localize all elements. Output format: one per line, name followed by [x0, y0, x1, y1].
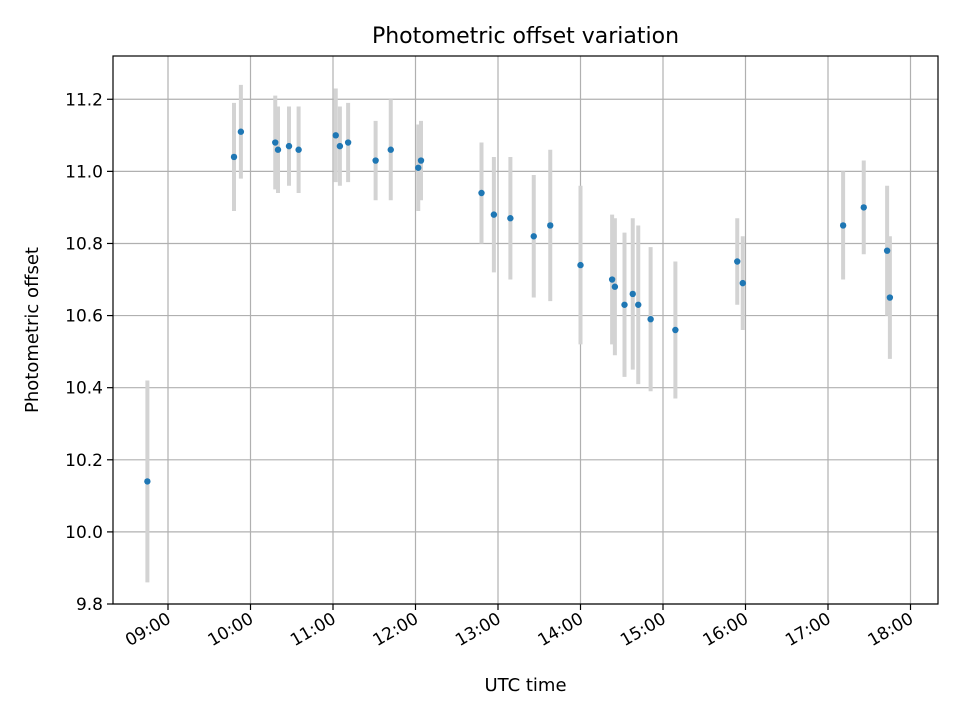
data-point [415, 164, 422, 171]
error-bars [145, 84, 892, 583]
data-point [886, 294, 894, 301]
data-point [547, 222, 554, 229]
y-tick-label: 10.4 [65, 379, 103, 399]
data-point [577, 261, 584, 269]
data-point [629, 290, 636, 298]
data-point [507, 215, 514, 222]
data-point [635, 301, 642, 308]
data-points [144, 128, 894, 485]
data-point [237, 128, 245, 135]
x-tick-label: 18:00 [865, 609, 917, 651]
x-tick-label: 10:00 [205, 609, 257, 651]
data-point [860, 204, 867, 211]
data-point [621, 301, 628, 308]
x-tick-label: 12:00 [370, 609, 422, 651]
data-point [672, 326, 679, 334]
data-point [739, 279, 746, 287]
y-tick-label: 9.8 [76, 595, 103, 615]
data-point [272, 139, 279, 146]
data-point [611, 283, 619, 290]
data-point [230, 153, 238, 161]
chart-title: Photometric offset variation [372, 24, 679, 49]
data-point [285, 142, 293, 150]
data-point [336, 142, 344, 150]
data-point [417, 157, 425, 164]
x-tick-label: 14:00 [535, 609, 587, 651]
data-point [490, 211, 498, 218]
x-axis-label: UTC time [484, 675, 566, 696]
x-tick-label: 15:00 [617, 609, 669, 651]
data-point [387, 146, 394, 153]
x-tick-label: 16:00 [700, 609, 752, 651]
y-tick-label: 10.8 [65, 234, 103, 254]
y-tick-label: 11.2 [65, 90, 103, 110]
data-point [608, 276, 616, 283]
y-tick-label: 10.6 [65, 307, 103, 327]
plot-frame [112, 55, 939, 605]
y-tick-label: 11.0 [65, 162, 103, 182]
y-tick-label: 10.0 [65, 523, 103, 543]
y-tick-label: 10.2 [65, 451, 103, 471]
data-point [144, 478, 151, 485]
data-point [530, 233, 537, 240]
data-point [332, 132, 339, 139]
data-point [274, 146, 282, 153]
data-point [295, 146, 302, 153]
x-tick-label: 09:00 [122, 609, 174, 651]
x-tick-label: 17:00 [782, 609, 834, 651]
x-tick-label: 13:00 [452, 609, 504, 651]
data-point [883, 247, 891, 254]
data-point [734, 258, 741, 265]
data-point [372, 157, 379, 164]
data-point [839, 222, 847, 229]
y-axis-label: Photometric offset [22, 247, 43, 413]
data-point [647, 315, 654, 323]
grid [113, 56, 938, 605]
axis-ticks: 09:00 10:00 11:00 12:00 13:00 14:00 15:00 16:00… [65, 90, 917, 651]
x-tick-label: 11:00 [287, 609, 339, 651]
data-point [344, 139, 352, 146]
data-point [478, 189, 485, 197]
